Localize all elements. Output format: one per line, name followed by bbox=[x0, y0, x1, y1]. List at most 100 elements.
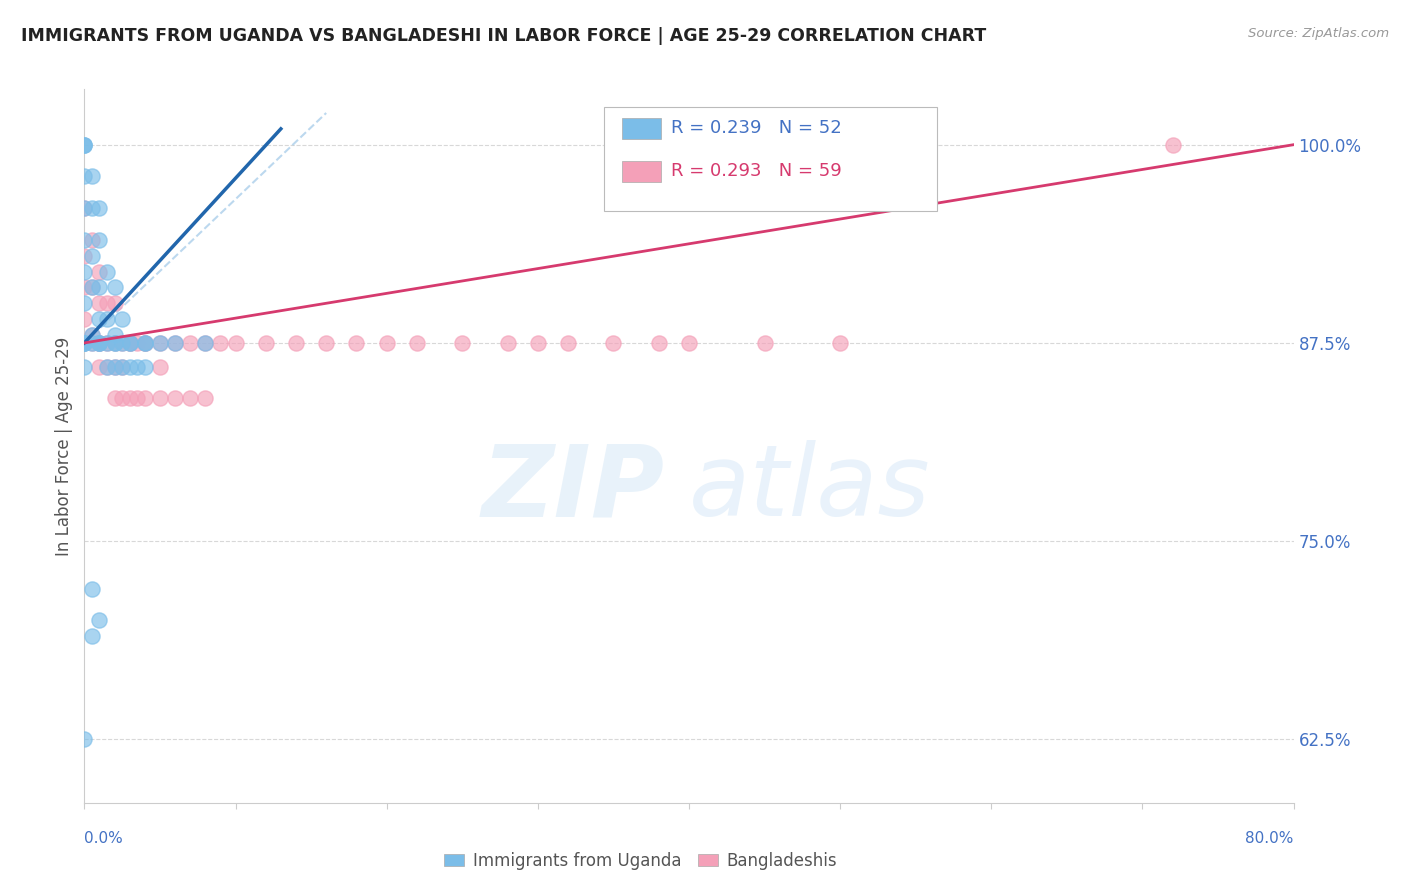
Point bbox=[96, 359, 118, 374]
Point bbox=[111, 359, 134, 374]
Point bbox=[89, 335, 111, 350]
Point bbox=[830, 335, 852, 350]
Point bbox=[104, 335, 127, 350]
Point bbox=[73, 312, 96, 326]
Point bbox=[73, 335, 96, 350]
Point bbox=[526, 335, 548, 350]
Point bbox=[73, 137, 96, 152]
Point bbox=[89, 335, 111, 350]
Text: atlas: atlas bbox=[689, 441, 931, 537]
Point bbox=[80, 335, 103, 350]
Point bbox=[127, 359, 149, 374]
FancyBboxPatch shape bbox=[623, 118, 661, 139]
Point bbox=[134, 335, 156, 350]
Point bbox=[179, 392, 201, 406]
Point bbox=[149, 335, 172, 350]
Point bbox=[96, 335, 118, 350]
Point bbox=[134, 335, 156, 350]
Point bbox=[73, 732, 96, 747]
Point bbox=[89, 296, 111, 310]
Point bbox=[111, 335, 134, 350]
Point bbox=[496, 335, 519, 350]
FancyBboxPatch shape bbox=[605, 107, 936, 211]
Point bbox=[73, 359, 96, 374]
Point bbox=[118, 335, 141, 350]
Point bbox=[557, 335, 579, 350]
Point bbox=[149, 359, 172, 374]
Point bbox=[89, 614, 111, 628]
Point bbox=[375, 335, 398, 350]
Point bbox=[118, 335, 141, 350]
Legend: Immigrants from Uganda, Bangladeshis: Immigrants from Uganda, Bangladeshis bbox=[437, 846, 844, 877]
Point bbox=[96, 264, 118, 278]
Point bbox=[80, 328, 103, 343]
Point bbox=[111, 312, 134, 326]
Point bbox=[73, 335, 96, 350]
Point bbox=[194, 392, 217, 406]
Point bbox=[89, 264, 111, 278]
Point bbox=[73, 335, 96, 350]
Point bbox=[149, 335, 172, 350]
Text: Source: ZipAtlas.com: Source: ZipAtlas.com bbox=[1249, 27, 1389, 40]
Point bbox=[104, 359, 127, 374]
Point bbox=[73, 137, 96, 152]
Point bbox=[80, 280, 103, 294]
Point bbox=[254, 335, 277, 350]
Point bbox=[194, 335, 217, 350]
Point bbox=[209, 335, 232, 350]
Point bbox=[73, 233, 96, 247]
Point bbox=[163, 392, 186, 406]
Point bbox=[315, 335, 337, 350]
Point bbox=[80, 328, 103, 343]
Point bbox=[73, 335, 96, 350]
Point bbox=[80, 280, 103, 294]
Point bbox=[73, 249, 96, 263]
Point bbox=[754, 335, 776, 350]
Text: 0.0%: 0.0% bbox=[84, 831, 124, 847]
Point bbox=[89, 233, 111, 247]
Point bbox=[451, 335, 474, 350]
Point bbox=[80, 335, 103, 350]
Point bbox=[284, 335, 308, 350]
Point bbox=[89, 312, 111, 326]
Y-axis label: In Labor Force | Age 25-29: In Labor Force | Age 25-29 bbox=[55, 336, 73, 556]
Point bbox=[163, 335, 186, 350]
Point bbox=[118, 359, 141, 374]
Point bbox=[104, 280, 127, 294]
Point bbox=[73, 335, 96, 350]
Point bbox=[111, 359, 134, 374]
Point bbox=[1161, 137, 1184, 152]
Point bbox=[73, 201, 96, 215]
Text: IMMIGRANTS FROM UGANDA VS BANGLADESHI IN LABOR FORCE | AGE 25-29 CORRELATION CHA: IMMIGRANTS FROM UGANDA VS BANGLADESHI IN… bbox=[21, 27, 987, 45]
Point bbox=[80, 249, 103, 263]
Point bbox=[179, 335, 201, 350]
Point bbox=[89, 359, 111, 374]
Text: R = 0.293   N = 59: R = 0.293 N = 59 bbox=[671, 162, 842, 180]
Point bbox=[104, 335, 127, 350]
Point bbox=[127, 392, 149, 406]
Point bbox=[73, 137, 96, 152]
Point bbox=[118, 335, 141, 350]
Point bbox=[96, 359, 118, 374]
Text: R = 0.239   N = 52: R = 0.239 N = 52 bbox=[671, 120, 842, 137]
Text: 80.0%: 80.0% bbox=[1246, 831, 1294, 847]
Point bbox=[678, 335, 700, 350]
Point bbox=[134, 335, 156, 350]
Point bbox=[80, 169, 103, 184]
Point bbox=[134, 392, 156, 406]
Point bbox=[80, 629, 103, 643]
Point bbox=[111, 392, 134, 406]
Point bbox=[118, 335, 141, 350]
Point bbox=[89, 335, 111, 350]
Point bbox=[225, 335, 247, 350]
Point bbox=[647, 335, 671, 350]
Point bbox=[127, 335, 149, 350]
Point bbox=[96, 335, 118, 350]
Point bbox=[73, 280, 96, 294]
Point bbox=[104, 335, 127, 350]
Text: ZIP: ZIP bbox=[482, 441, 665, 537]
Point bbox=[111, 335, 134, 350]
Point bbox=[104, 328, 127, 343]
FancyBboxPatch shape bbox=[623, 161, 661, 182]
Point bbox=[80, 201, 103, 215]
